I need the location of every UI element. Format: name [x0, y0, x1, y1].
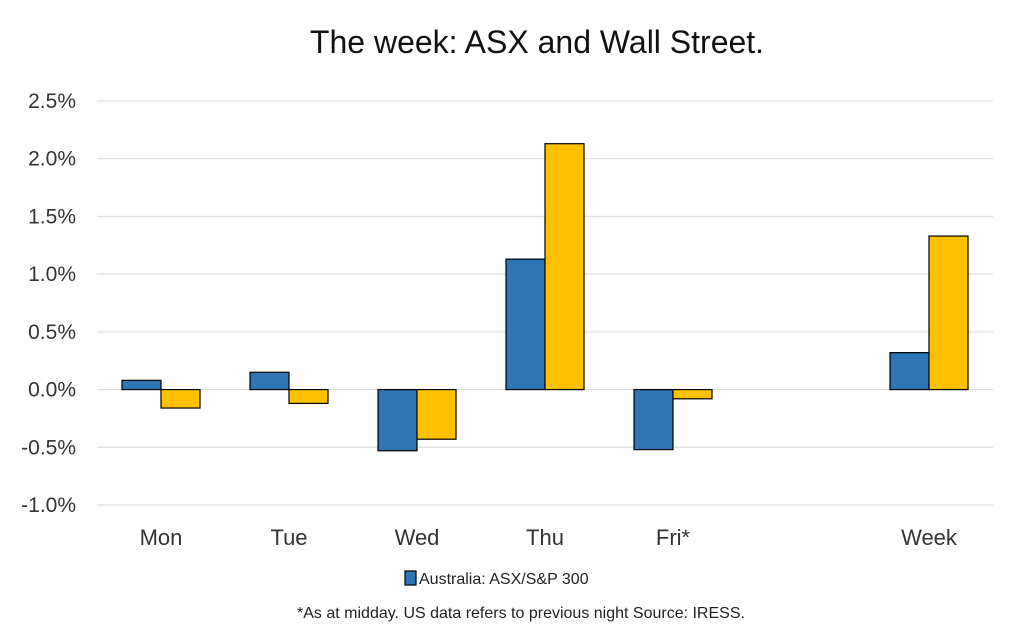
- bar-series1-wed: [377, 388, 418, 452]
- bar-series2-fri: [672, 388, 713, 400]
- x-category-label: Wed: [395, 525, 440, 550]
- x-axis-category-labels: Mon Tue Wed Thu Fri* Week: [140, 525, 958, 550]
- bar-series1-fri: [633, 388, 674, 451]
- x-category-label: Mon: [140, 525, 183, 550]
- bar-series2-wed: [416, 388, 457, 440]
- legend: Australia: ASX/S&P 300: [404, 570, 589, 588]
- y-tick-label: 2.5%: [28, 90, 76, 113]
- bar-series1-tue: [249, 371, 290, 391]
- y-tick-label: 2.0%: [28, 148, 76, 171]
- y-tick-label: 0.0%: [28, 379, 76, 402]
- y-axis-tick-labels: 2.5% 2.0% 1.5% 1.0% 0.5% 0.0% -0.5% -1.0%: [21, 90, 76, 517]
- y-tick-label: 1.0%: [28, 263, 76, 286]
- bar-series2-tue: [288, 388, 329, 405]
- bar-series2-thu: [544, 143, 585, 391]
- chart-title: The week: ASX and Wall Street.: [310, 24, 764, 60]
- bar-series2-week: [928, 235, 969, 391]
- legend-label-australia: Australia: ASX/S&P 300: [419, 571, 589, 588]
- y-tick-label: -1.0%: [21, 494, 76, 517]
- chart-footnote: *As at midday. US data refers to previou…: [297, 605, 745, 622]
- x-category-label: Tue: [270, 525, 307, 550]
- bar-series2-mon: [160, 388, 201, 409]
- bars: [121, 143, 969, 452]
- bar-series1-thu: [505, 258, 546, 391]
- bar-series1-week: [889, 352, 930, 391]
- y-tick-label: -0.5%: [21, 436, 76, 459]
- x-category-label: Fri*: [656, 525, 691, 550]
- y-tick-label: 1.5%: [28, 205, 76, 228]
- y-tick-label: 0.5%: [28, 321, 76, 344]
- x-category-label: Week: [901, 525, 958, 550]
- legend-swatch-australia: [404, 570, 417, 586]
- bar-series1-mon: [121, 379, 162, 391]
- x-category-label: Thu: [526, 525, 564, 550]
